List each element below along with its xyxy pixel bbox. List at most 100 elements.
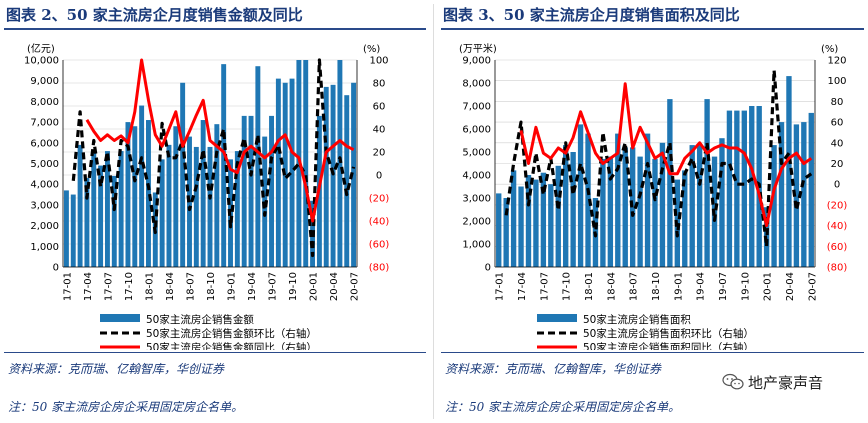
x-tick-label: 17-07 — [103, 272, 114, 301]
right-note-text: 注：50 家主流房企房企采用固定房企名单。 — [445, 400, 681, 414]
left-tick-label: 7,000 — [30, 118, 59, 129]
x-tick-label: 17-10 — [124, 272, 135, 301]
x-tick-label: 19-10 — [288, 272, 299, 301]
bar — [91, 153, 97, 267]
x-tick-label: 17-04 — [83, 272, 94, 301]
x-tick-label: 20-07 — [350, 272, 361, 301]
left-chart: (亿元) (%) 0 1,000 2,000 3,000 4,000 5,000 6,000 7,… — [24, 42, 390, 350]
x-tick-label: 17-04 — [517, 272, 528, 301]
left-tick-label: 7,000 — [462, 102, 491, 113]
x-tick-label: 17-01 — [62, 272, 73, 301]
legend-swatch-bar — [100, 314, 140, 322]
yoy-line — [519, 82, 813, 228]
x-tick-label: 18-01 — [144, 272, 155, 301]
bar — [637, 156, 643, 267]
left-chart-panel: 图表 2、50 家主流房企月度销售金额及同比 (亿元) (%) 0 1,000 2,00… — [0, 0, 430, 423]
left-tick-label: 3,000 — [462, 194, 491, 205]
right-axis-unit: (%) — [821, 44, 838, 55]
right-tick-label: (40) — [369, 217, 390, 228]
left-title-rule — [4, 28, 426, 30]
x-tick-label: 19-04 — [696, 272, 707, 301]
left-tick-label: 8,000 — [30, 97, 59, 108]
bar — [808, 112, 814, 268]
bar — [689, 145, 695, 267]
bar — [548, 184, 554, 267]
x-tick-label: 18-01 — [584, 272, 595, 301]
bar — [344, 95, 350, 267]
bar — [248, 115, 254, 267]
bar — [577, 124, 584, 268]
x-tick-label: 20-04 — [785, 272, 796, 301]
legend-label: 50家主流房企销售面积环比（右轴） — [583, 327, 754, 340]
bar — [166, 144, 172, 267]
right-tick-label: 60 — [373, 102, 386, 113]
bar — [125, 122, 131, 267]
bar — [84, 177, 90, 267]
legend-label: 50家主流房企销售金额环比（右轴） — [146, 327, 317, 340]
right-axis-unit: (%) — [363, 44, 380, 55]
bar — [118, 151, 124, 267]
x-tick-label: 18-07 — [629, 272, 640, 301]
left-tick-label: 1,000 — [30, 242, 59, 253]
x-tick-label: 20-01 — [309, 272, 320, 301]
x-tick-label: 19-10 — [740, 272, 751, 301]
bar — [98, 165, 104, 267]
bar — [214, 124, 220, 267]
left-tick-label: 1,000 — [462, 240, 491, 251]
bar — [289, 78, 295, 267]
bar — [139, 105, 145, 267]
right-tick-label: (60) — [369, 240, 390, 251]
bar — [622, 147, 628, 267]
bar — [555, 165, 561, 267]
right-chart: (万平米) (%) 0 1,000 2,000 3,000 4,000 5,000 6,000 7… — [459, 42, 848, 350]
bar — [615, 133, 621, 267]
bar — [221, 64, 227, 267]
right-tick-label: 20 — [373, 148, 386, 159]
left-tick-label: 3,000 — [30, 200, 59, 211]
legend-swatch-bar — [537, 314, 577, 322]
right-bottom-rule — [441, 352, 864, 353]
bar — [719, 138, 725, 267]
x-tick-label: 20-04 — [329, 272, 340, 301]
left-axis-unit: (万平米) — [459, 42, 497, 55]
bar — [132, 126, 138, 268]
left-tick-label: 4,000 — [30, 180, 59, 191]
bar — [255, 66, 261, 268]
right-tick-label: (40) — [827, 221, 848, 232]
x-tick-label: 17-10 — [562, 272, 573, 301]
bar — [667, 99, 673, 267]
bar — [696, 145, 703, 267]
bar — [63, 190, 69, 267]
x-tick-label: 17-01 — [495, 272, 506, 301]
bar — [510, 170, 517, 267]
bar — [644, 133, 651, 267]
right-tick-label: 20 — [831, 159, 844, 170]
right-tick-label: (20) — [827, 200, 848, 211]
x-tick-label: 18-10 — [206, 272, 217, 301]
x-tick-label: 19-04 — [247, 272, 258, 301]
bar — [323, 86, 329, 267]
x-tick-label: 18-10 — [651, 272, 662, 301]
bar — [173, 126, 179, 268]
bar — [193, 146, 199, 267]
right-title-rule — [441, 28, 864, 30]
bar — [330, 84, 336, 267]
left-chart-title: 图表 2、50 家主流房企月度销售金额及同比 — [6, 6, 303, 24]
bar — [503, 198, 509, 267]
panel-divider — [433, 4, 434, 419]
bar — [111, 175, 117, 267]
left-tick-label: 4,000 — [462, 171, 491, 182]
bar — [533, 179, 539, 267]
right-tick-label: 60 — [831, 118, 844, 129]
left-tick-label: 6,000 — [30, 138, 59, 149]
bar — [496, 193, 502, 267]
bar — [200, 120, 206, 267]
bar — [600, 158, 606, 267]
bar — [704, 99, 710, 267]
bar — [778, 122, 785, 267]
left-tick-label: 5,000 — [462, 148, 491, 159]
yoy-line — [85, 58, 355, 223]
right-tick-label: 0 — [376, 171, 382, 182]
bar — [793, 124, 800, 268]
left-note-text: 注：50 家主流房企房企采用固定房企名单。 — [8, 400, 244, 414]
